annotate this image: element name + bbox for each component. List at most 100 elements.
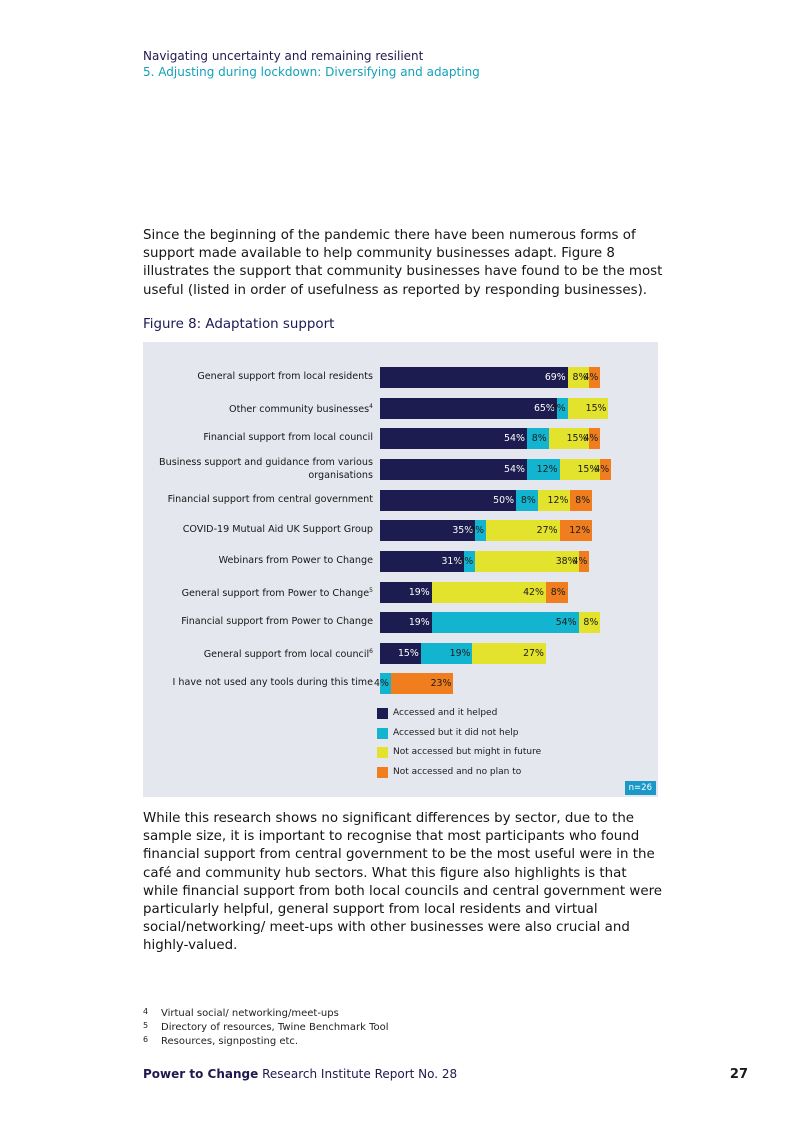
bar-value-label: 31% [441, 556, 463, 567]
footnote: 4 Virtual social/ networking/meet-ups [143, 1007, 339, 1019]
bar-segment: 8% [567, 367, 590, 388]
bar-value-label: 38% [555, 556, 577, 567]
bar-segment: 8% [516, 490, 538, 511]
chart-row: Other community businesses4 65% 4% 15% [143, 398, 658, 419]
bar-group: 65% 4% 15% [380, 398, 660, 419]
footnote-number: 4 [143, 1007, 149, 1016]
bar-group: 54% 12% 15% 4% [380, 459, 660, 480]
category-label-text: COVID-19 Mutual Aid UK Support Group [182, 524, 373, 536]
bar-segment: 4% [583, 428, 601, 449]
bar-value-label: 27% [523, 648, 544, 659]
bar-group: 31% 4% 38% 4% [380, 551, 660, 572]
bar-value-label: 12% [536, 464, 558, 475]
bar-value-label: 8% [531, 433, 547, 444]
chart-row: Financial support from central governmen… [143, 490, 658, 511]
bar-segment: 4% [458, 551, 476, 572]
bar-segment: 4% [594, 459, 612, 480]
bar-group: 69% 8% 4% [380, 367, 660, 388]
bar-value-label: 69% [544, 372, 566, 383]
bar-value-label: 4% [550, 403, 566, 414]
legend-item: Accessed but it did not help [377, 727, 597, 741]
chart-row: Webinars from Power to Change 31% 4% 38% 4% [143, 551, 658, 572]
footnote-text: Directory of resources, Twine Benchmark … [161, 1022, 389, 1033]
footnote: 5 Directory of resources, Twine Benchmark… [143, 1021, 389, 1033]
footer-report-line: Power to Change Research Institute Repor… [143, 1067, 457, 1081]
bar-segment: 27% [472, 643, 546, 664]
bar-segment: 8% [526, 428, 549, 449]
bar-value-label: 15% [577, 464, 599, 475]
bar-value-label: 8% [572, 372, 588, 383]
bar-segment: 4% [469, 520, 487, 541]
legend-item: Not accessed but might in future [377, 746, 597, 760]
bar-segment: 23% [390, 673, 454, 694]
bar-segment: 38% [475, 551, 579, 572]
bar-segment: 42% [431, 582, 546, 603]
category-label: General support from local council6 [145, 643, 373, 664]
figure-title: Figure 8: Adaptation support [143, 317, 335, 332]
legend-swatch [377, 766, 388, 778]
bar-value-label: 54% [504, 433, 525, 444]
bar-value-label: 35% [452, 525, 474, 536]
bar-group: 15% 19% 27% [380, 643, 660, 664]
category-label-text: Financial support from central governmen… [167, 494, 373, 506]
legend-swatch [377, 708, 388, 719]
category-label: Business support and guidance from vario… [145, 456, 373, 481]
bar-segment: 4% [583, 367, 601, 388]
bar-value-label: 65% [533, 403, 555, 414]
bar-value-label: 4% [583, 433, 599, 444]
bar-group: 19% 42% 8% [380, 582, 660, 603]
bar-value-label: 50% [493, 495, 514, 506]
bar-segment: 31% [380, 551, 465, 572]
bar-value-label: 23% [430, 678, 452, 689]
bar-value-label: 19% [408, 587, 430, 598]
bar-segment: 54% [380, 459, 527, 480]
footnote: 6 Resources, signposting etc. [143, 1035, 298, 1047]
legend-item: Not accessed and no plan to [377, 766, 597, 780]
bar-segment: 15% [548, 428, 590, 449]
category-label: Webinars from Power to Change [145, 551, 373, 572]
category-label: Financial support from central governmen… [145, 490, 373, 511]
bar-value-label: 54% [504, 464, 525, 475]
category-label-text: Financial support from Power to Change [181, 616, 373, 628]
bar-value-label: 4% [572, 556, 588, 567]
bar-value-label: 42% [523, 587, 544, 598]
chart-row: General support from local residents 69% 8… [143, 367, 658, 388]
bar-group: 50% 8% 12% 8% [380, 490, 660, 511]
bar-value-label: 4% [583, 372, 599, 383]
bar-segment: 4% [374, 673, 391, 694]
chart-row: General support from local council6 15% 19… [143, 643, 658, 664]
footnote-number: 5 [143, 1021, 149, 1030]
chart-row: Financial support from Power to Change 19… [143, 612, 658, 633]
bar-value-label: 4% [374, 678, 389, 689]
category-label-text: Business support and guidance from vario… [159, 456, 373, 481]
footer-report: Research Institute Report No. 28 [262, 1067, 458, 1081]
bar-value-label: 27% [536, 525, 558, 536]
bar-segment: 54% [380, 428, 527, 449]
category-label: COVID-19 Mutual Aid UK Support Group [145, 520, 373, 541]
bar-value-label: 4% [469, 525, 485, 536]
intro-paragraph: Since the beginning of the pandemic ther… [143, 228, 663, 298]
footnote-marker: 6 [369, 647, 373, 655]
running-header-section: 5. Adjusting during lockdown: Diversifyi… [143, 65, 480, 79]
bar-value-label: 4% [594, 464, 610, 475]
body-paragraph: While this research shows no significant… [143, 811, 663, 954]
bar-segment: 19% [380, 612, 432, 633]
bar-segment: 15% [567, 398, 609, 419]
bar-segment: 8% [578, 612, 601, 633]
bar-segment: 12% [537, 490, 571, 511]
bar-value-label: 15% [566, 433, 588, 444]
category-label-text: General support from local residents [197, 371, 373, 383]
bar-value-label: 15% [585, 403, 607, 414]
legend-label: Not accessed and no plan to [393, 766, 522, 777]
footnote-marker: 5 [369, 586, 373, 594]
category-label: Financial support from local council [145, 428, 373, 449]
category-label: Financial support from Power to Change [145, 612, 373, 633]
bar-value-label: 12% [547, 495, 569, 506]
bar-value-label: 8% [583, 617, 599, 628]
bar-segment: 4% [573, 551, 590, 572]
bar-segment: 50% [380, 490, 516, 511]
footnote-marker: 4 [369, 402, 373, 410]
chart-row: General support from Power to Change5 19%… [143, 582, 658, 603]
category-label: General support from local residents [145, 367, 373, 388]
legend-item: Accessed and it helped [377, 707, 597, 721]
